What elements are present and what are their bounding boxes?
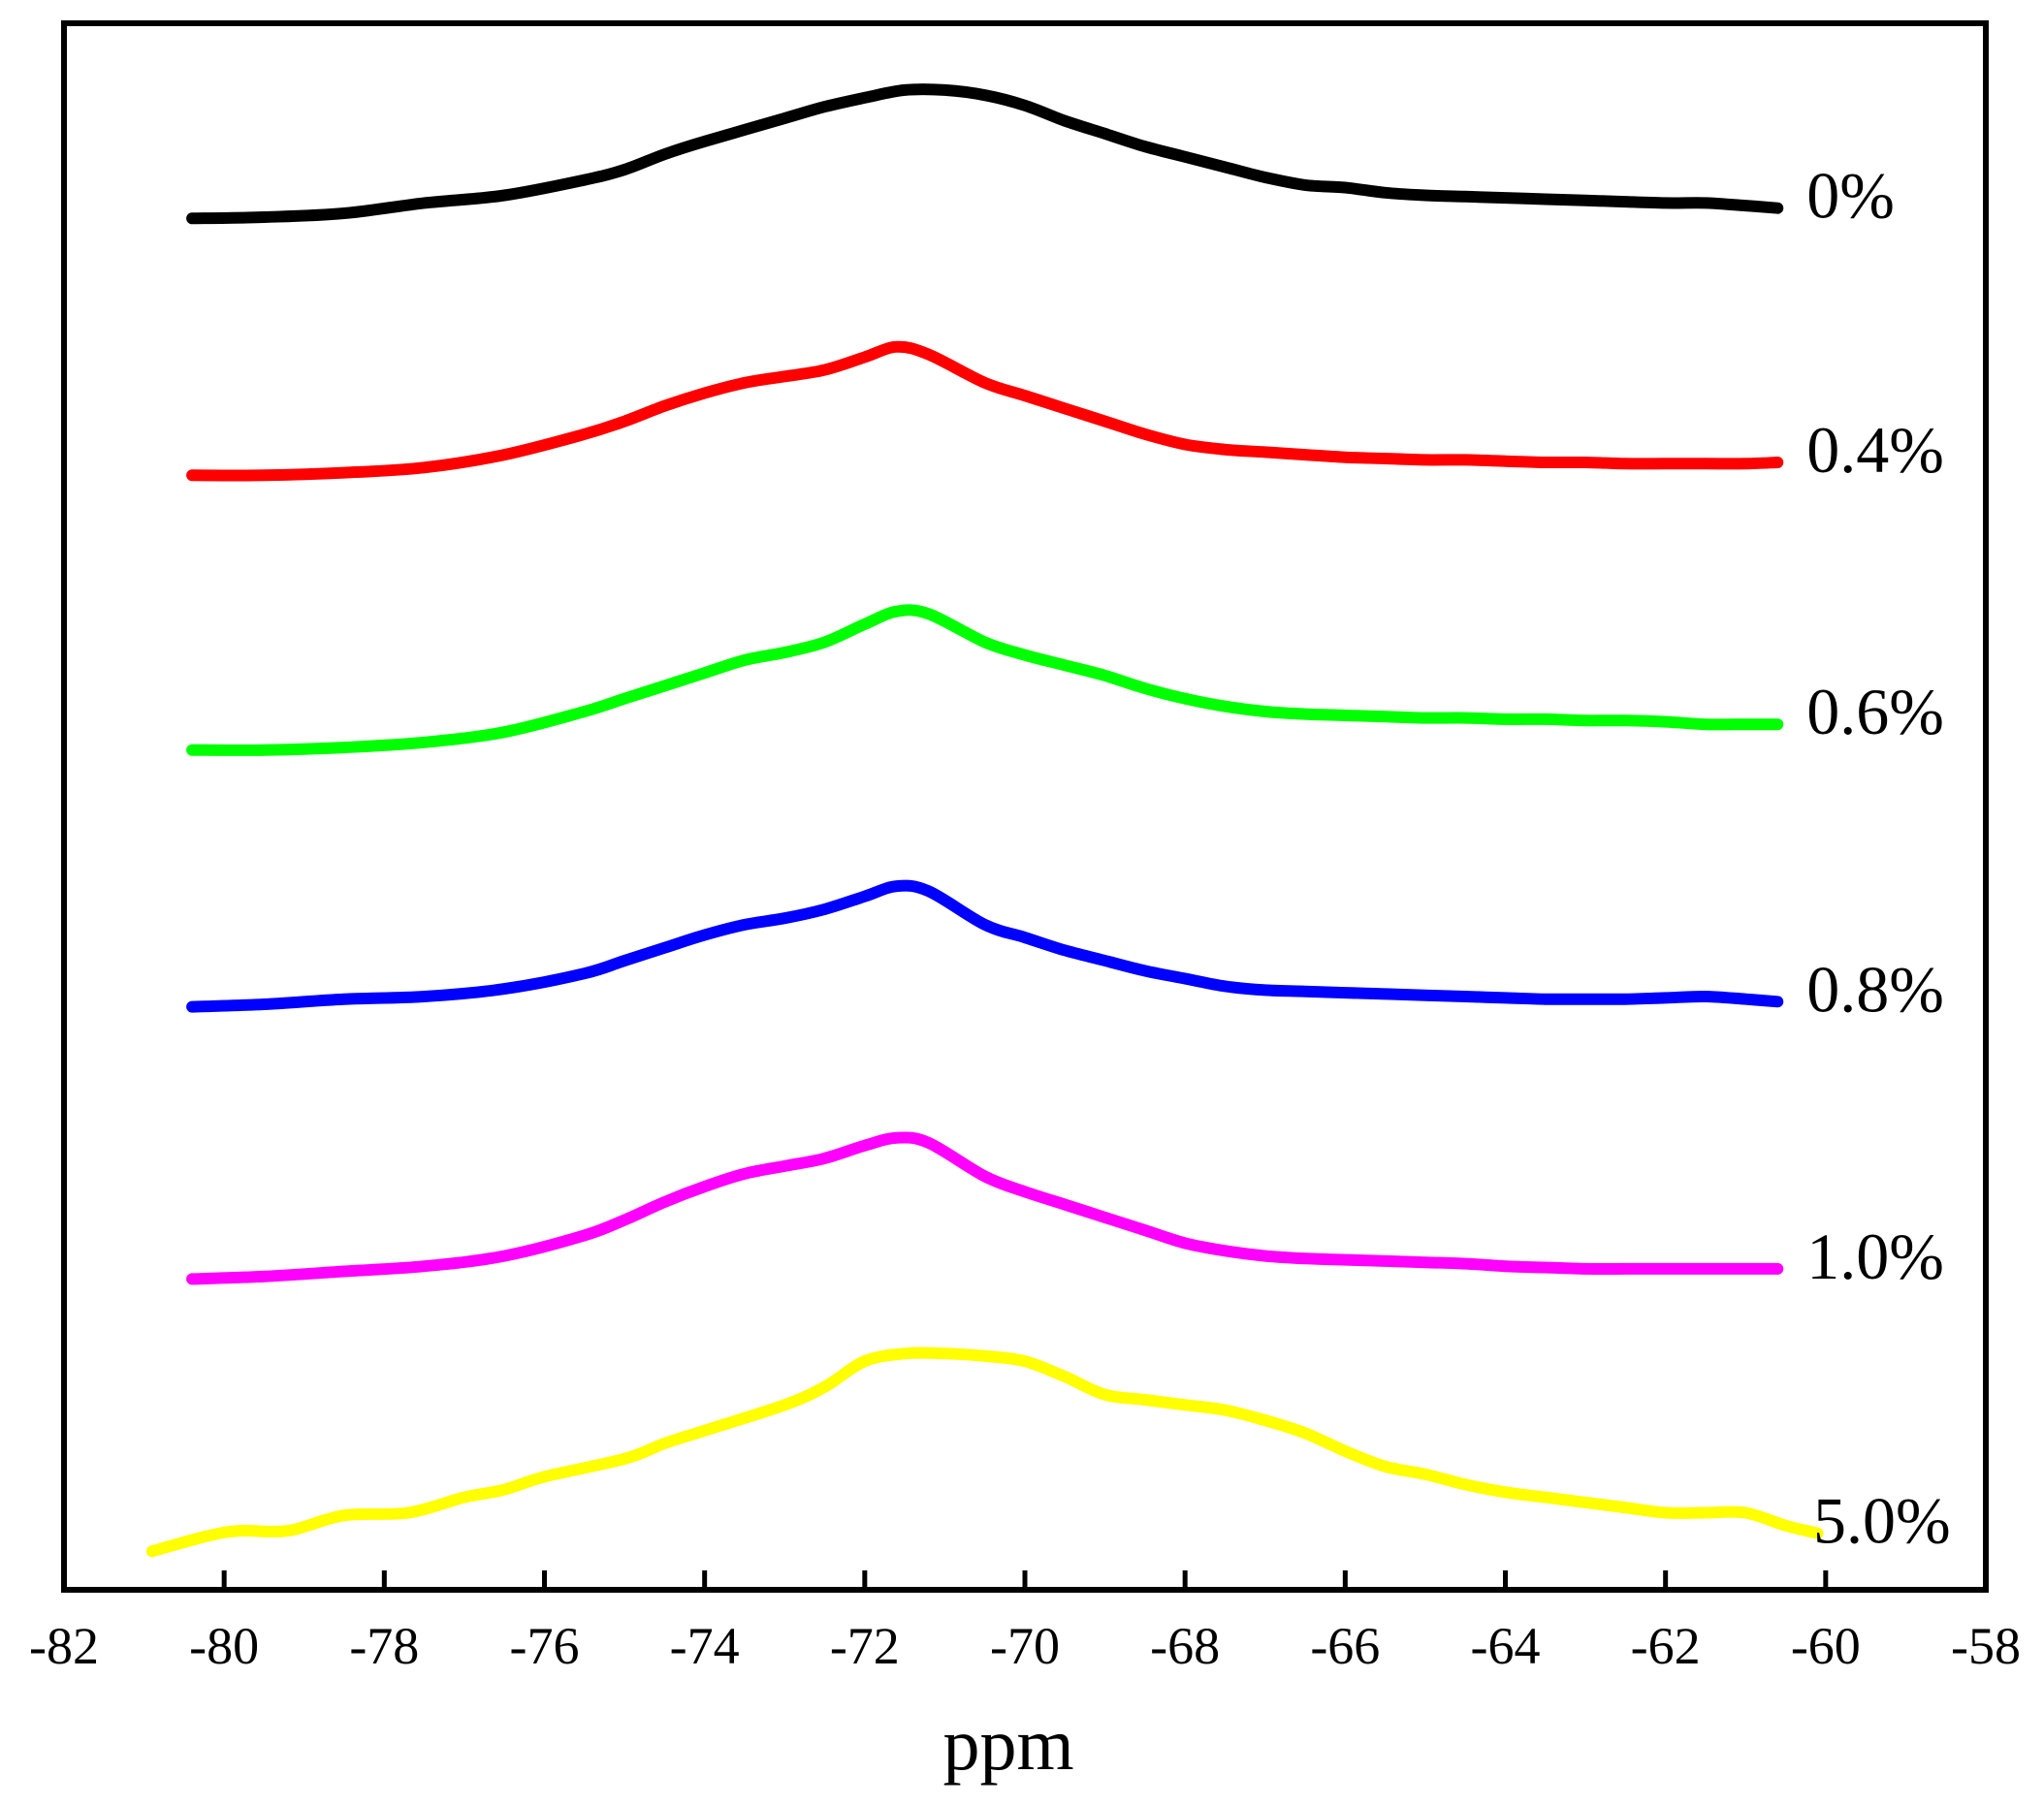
series-line (186, 879, 1784, 1013)
x-tick-label: -72 (830, 1617, 900, 1675)
x-axis-tick-labels: -82 -80 -78 -76 -74 -72 -70 -68 -66 -64 -62 -60 -58 (29, 1617, 2021, 1675)
series-labels: 0% 0.4% 0.6% 0.8% 1.0% 5.0% (1806, 159, 1950, 1558)
series-label: 0% (1806, 159, 1895, 233)
series-curves (145, 83, 1824, 1558)
series-label: 0.8% (1806, 952, 1944, 1026)
x-tick-label: -78 (349, 1617, 419, 1675)
series-line (186, 83, 1784, 225)
x-axis-label: ppm (942, 1704, 1073, 1786)
series-line (186, 340, 1784, 482)
x-tick-label: -74 (670, 1617, 740, 1675)
x-axis-ticks (61, 1570, 1989, 1590)
x-tick-label: -64 (1471, 1617, 1541, 1675)
x-tick-label: -80 (189, 1617, 259, 1675)
series-label: 1.0% (1806, 1219, 1944, 1293)
series-label: 0.6% (1806, 675, 1944, 748)
series-label: 0.4% (1806, 413, 1944, 487)
x-tick-label: -76 (510, 1617, 580, 1675)
x-tick-label: -60 (1791, 1617, 1861, 1675)
x-tick-label: -82 (29, 1617, 99, 1675)
x-tick-label: -62 (1631, 1617, 1701, 1675)
x-tick-label: -58 (1951, 1617, 2021, 1675)
x-tick-label: -68 (1150, 1617, 1220, 1675)
x-tick-label: -66 (1310, 1617, 1380, 1675)
series-line (145, 1346, 1824, 1558)
x-tick-label: -70 (990, 1617, 1060, 1675)
series-label: 5.0% (1813, 1484, 1951, 1558)
series-line (186, 1131, 1784, 1285)
series-line (186, 604, 1784, 756)
